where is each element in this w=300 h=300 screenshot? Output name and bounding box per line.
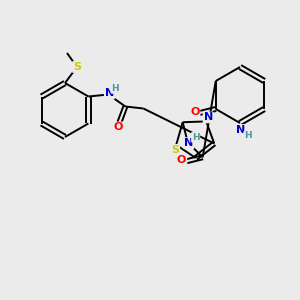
Text: O: O [177, 155, 186, 165]
Text: H: H [112, 84, 119, 93]
Text: S: S [171, 145, 179, 155]
Text: N: N [184, 138, 193, 148]
Text: H: H [244, 131, 252, 140]
Text: N: N [204, 112, 213, 122]
Text: H: H [192, 133, 200, 142]
Text: O: O [190, 107, 200, 117]
Text: N: N [105, 88, 114, 98]
Text: O: O [114, 122, 123, 133]
Text: S: S [73, 62, 81, 72]
Text: N: N [236, 125, 246, 135]
